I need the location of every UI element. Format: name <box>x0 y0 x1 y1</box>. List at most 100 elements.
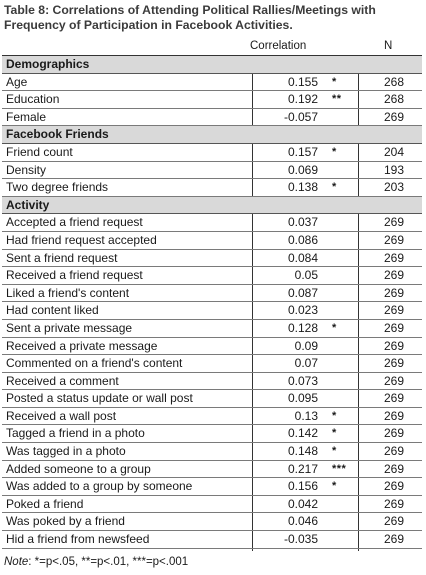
significance-marker: * <box>332 409 337 422</box>
table-row: Was poked by a friend 0.046 269 <box>2 513 422 532</box>
n-cell: 269 <box>383 373 404 388</box>
row-label: Friend count <box>6 144 73 159</box>
n-cell: 269 <box>383 250 404 265</box>
table-title: Table 8: Correlations of Attending Polit… <box>4 3 422 33</box>
title-line-2: Frequency of Participation in Facebook A… <box>4 18 293 32</box>
row-label: Hid a friend from newsfeed <box>6 532 150 547</box>
correlation-cell: 0.069 <box>287 162 318 177</box>
significance-marker: * <box>332 480 337 493</box>
section-header-row: Activity <box>2 196 422 215</box>
header-rule <box>2 55 422 56</box>
n-cell: 269 <box>383 303 404 318</box>
note-label: Note <box>4 556 29 568</box>
table-row: Posted a status update or wall post 0.095… <box>2 390 422 408</box>
row-label: Added someone to a group <box>6 461 151 476</box>
n-cell: 269 <box>383 285 404 300</box>
correlation-cell: 0.138 <box>287 180 318 195</box>
n-cell: 269 <box>383 391 404 406</box>
table-row: Age 0.155 * 268 <box>2 74 422 92</box>
n-cell: 268 <box>383 92 404 107</box>
table-row: Was tagged in a photo 0.148 * 269 <box>2 443 422 461</box>
table-row: Poked a friend 0.042 269 <box>2 496 422 514</box>
correlation-cell: 0.037 <box>287 215 318 230</box>
table-row: Commented on a friend's content 0.07 269 <box>2 355 422 373</box>
title-line-1: Table 8: Correlations of Attending Polit… <box>4 3 376 17</box>
n-cell: 269 <box>383 426 404 441</box>
correlation-cell: 0.087 <box>287 285 318 300</box>
n-cell: 269 <box>383 408 404 423</box>
row-label: Poked a friend <box>6 496 84 511</box>
correlation-cell: 0.023 <box>287 303 318 318</box>
n-cell: 269 <box>383 461 404 476</box>
significance-marker: * <box>332 445 337 458</box>
n-cell: 269 <box>383 496 404 511</box>
significance-marker: * <box>332 181 337 194</box>
section-label: Demographics <box>6 57 90 71</box>
row-label: Age <box>6 74 28 89</box>
significance-marker: ** <box>332 93 342 106</box>
table-row: Density 0.069 193 <box>2 162 422 180</box>
correlation-cell: 0.156 <box>287 479 318 494</box>
table-body: Demographics Age 0.155 * 268 Education 0.192 **… <box>2 56 422 549</box>
section-header-row: Facebook Friends <box>2 126 422 144</box>
significance-marker: *** <box>332 462 347 475</box>
significance-marker: * <box>332 321 337 334</box>
table-row: Sent a friend request 0.084 269 <box>2 250 422 268</box>
table-row: Tagged a friend in a photo 0.142 * 269 <box>2 425 422 444</box>
correlation-cell: -0.035 <box>283 532 318 547</box>
n-cell: 269 <box>383 356 404 371</box>
correlation-cell: 0.084 <box>287 250 318 265</box>
table-row: Received a friend request 0.05 269 <box>2 267 422 285</box>
n-cell: 203 <box>383 180 404 195</box>
table-row: Added someone to a group 0.217 *** 269 <box>2 461 422 479</box>
correlation-cell: 0.192 <box>287 92 318 107</box>
table-row: Had friend request accepted 0.086 269 <box>2 232 422 250</box>
n-cell: 269 <box>383 232 404 247</box>
row-label: Sent a friend request <box>6 250 118 265</box>
n-cell: 193 <box>383 162 404 177</box>
row-label: Was poked by a friend <box>6 514 125 529</box>
correlation-cell: 0.095 <box>287 391 318 406</box>
table-note: Note: *=p<.05, **=p<.01, ***=p<.001 <box>4 555 188 569</box>
table-row: Was added to a group by someone 0.156 * 269 <box>2 478 422 496</box>
column-header-correlation: Correlation <box>250 40 307 52</box>
correlation-cell: 0.148 <box>287 444 318 459</box>
table-row: Had content liked 0.023 269 <box>2 302 422 320</box>
row-label: Two degree friends <box>6 180 109 195</box>
row-label: Was added to a group by someone <box>6 479 193 494</box>
correlation-cell: 0.128 <box>287 320 318 335</box>
section-label: Facebook Friends <box>6 127 109 142</box>
section-header-row: Demographics <box>2 56 422 74</box>
row-label: Accepted a friend request <box>6 215 143 230</box>
correlation-cell: 0.13 <box>294 408 318 423</box>
row-label: Received a wall post <box>6 408 117 423</box>
row-label: Tagged a friend in a photo <box>6 426 145 441</box>
row-label: Had friend request accepted <box>6 232 157 247</box>
significance-marker: * <box>332 145 337 158</box>
table-row: Liked a friend's content 0.087 269 <box>2 285 422 303</box>
row-label: Density <box>6 162 47 177</box>
correlation-cell: 0.142 <box>287 426 318 441</box>
column-divider-n <box>358 56 359 551</box>
correlation-cell: 0.086 <box>287 232 318 247</box>
correlation-cell: 0.07 <box>294 356 318 371</box>
row-label: Was tagged in a photo <box>6 444 126 459</box>
note-text: : *=p<.05, **=p<.01, ***=p<.001 <box>28 556 189 568</box>
table-row: Accepted a friend request 0.037 269 <box>2 214 422 232</box>
table-row: Sent a private message 0.128 * 269 <box>2 320 422 338</box>
correlation-cell: 0.217 <box>287 461 318 476</box>
row-label: Received a friend request <box>6 268 143 283</box>
row-label: Commented on a friend's content <box>6 356 183 371</box>
row-label: Posted a status update or wall post <box>6 391 193 406</box>
row-label: Female <box>6 109 47 124</box>
row-label: Liked a friend's content <box>6 285 130 300</box>
n-cell: 269 <box>383 338 404 353</box>
n-cell: 268 <box>383 74 404 89</box>
table-row: Education 0.192 ** 268 <box>2 91 422 109</box>
table-row: Received a comment 0.073 269 <box>2 373 422 391</box>
correlation-cell: 0.09 <box>294 338 318 353</box>
significance-marker: * <box>332 75 337 88</box>
n-cell: 269 <box>383 268 404 283</box>
correlation-cell: 0.155 <box>287 74 318 89</box>
